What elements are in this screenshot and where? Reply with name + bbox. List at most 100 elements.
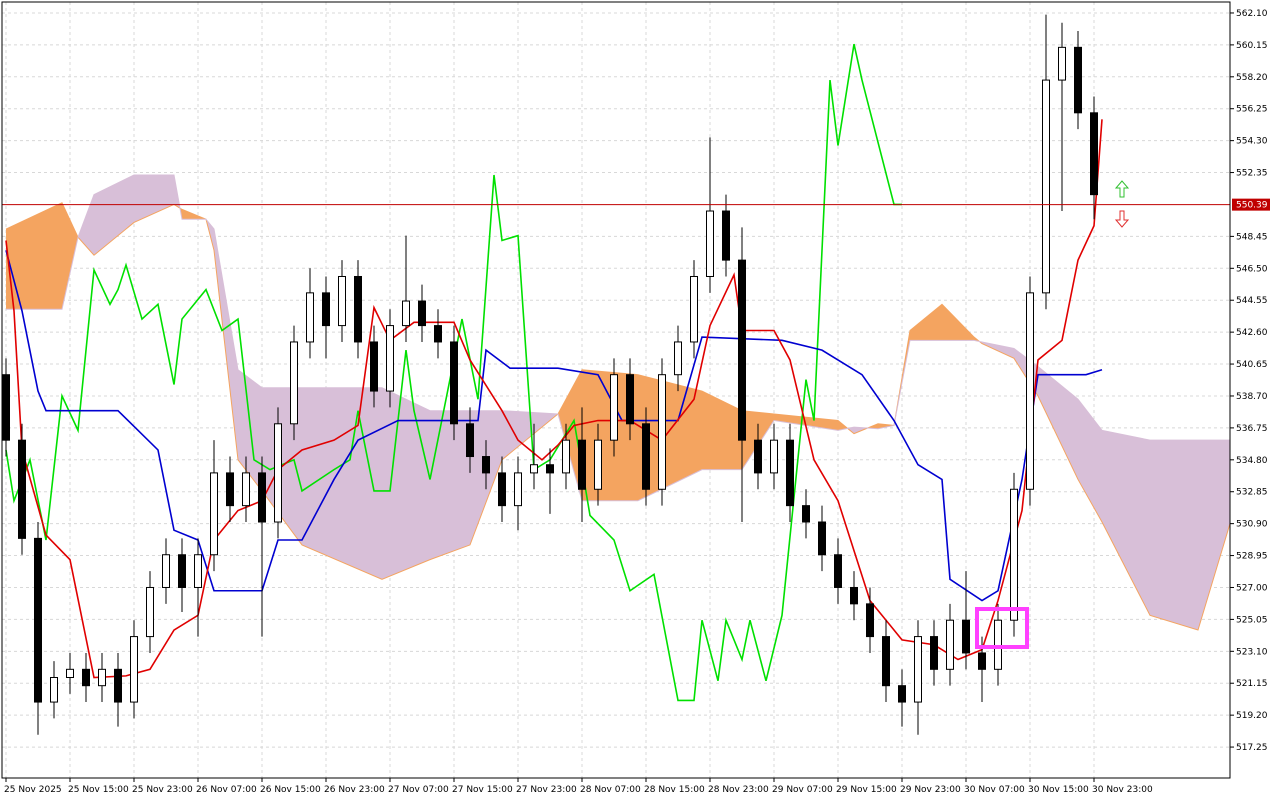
- x-tick-label: 29 Nov 07:00: [772, 785, 833, 795]
- x-tick-label: 26 Nov 15:00: [260, 785, 321, 795]
- y-tick-label: 521.15: [1236, 679, 1268, 689]
- candle-body: [418, 300, 426, 327]
- candle-body: [1074, 46, 1082, 114]
- candle-body: [546, 464, 554, 474]
- candle-body: [770, 439, 778, 474]
- cloud-segment: [6, 202, 62, 310]
- candle-body: [194, 554, 202, 588]
- x-tick-label: 27 Nov 15:00: [452, 785, 513, 795]
- y-tick-label: 548.45: [1236, 232, 1268, 242]
- candle-body: [1042, 79, 1050, 294]
- x-tick-label: 27 Nov 07:00: [388, 785, 449, 795]
- candle-body: [658, 374, 666, 490]
- candle-body: [482, 456, 490, 474]
- cloud-segment: [1102, 430, 1150, 616]
- candle-body: [2, 374, 10, 441]
- candle-body: [578, 439, 586, 490]
- x-tick-label: 29 Nov 23:00: [900, 785, 961, 795]
- candle-body: [626, 374, 634, 425]
- down-arrow: [1114, 210, 1130, 228]
- candle-body: [66, 668, 74, 679]
- y-tick-label: 552.35: [1236, 169, 1268, 179]
- candle-body: [914, 636, 922, 703]
- candle-body: [866, 603, 874, 638]
- y-tick-label: 534.80: [1236, 456, 1268, 466]
- candle-body: [834, 554, 842, 588]
- candle-body: [258, 472, 266, 523]
- x-tick-label: 28 Nov 07:00: [580, 785, 641, 795]
- overlay: [975, 180, 1130, 649]
- candle-body: [114, 668, 122, 703]
- candle-body: [34, 537, 42, 703]
- price-label: 550.39: [1236, 201, 1268, 211]
- y-tick-label: 558.20: [1236, 73, 1268, 83]
- y-tick-label: 556.25: [1236, 105, 1268, 115]
- candle-body: [210, 472, 218, 556]
- x-tick-label: 30 Nov 15:00: [1028, 785, 1089, 795]
- candle-body: [1090, 112, 1098, 196]
- candle-body: [226, 472, 234, 507]
- candle-body: [530, 464, 538, 474]
- y-tick-label: 560.15: [1236, 41, 1268, 51]
- x-tick-label: 30 Nov 07:00: [964, 785, 1025, 795]
- x-tick-label: 30 Nov 23:00: [1092, 785, 1153, 795]
- candle-body: [754, 439, 762, 474]
- candle-body: [370, 341, 378, 392]
- up-arrow: [1114, 180, 1130, 198]
- y-tick-label: 536.75: [1236, 424, 1268, 434]
- candle-body: [130, 636, 138, 703]
- candle-body: [738, 259, 746, 441]
- candle-body: [674, 341, 682, 376]
- x-tick-label: 25 Nov 15:00: [68, 785, 129, 795]
- candle-body: [434, 325, 442, 343]
- cloud-segment: [558, 369, 582, 501]
- y-tick-label: 554.30: [1236, 137, 1268, 147]
- candle-body: [82, 668, 90, 687]
- cloud-segment: [94, 175, 134, 256]
- candle-body: [978, 652, 986, 670]
- candle-body: [514, 472, 522, 507]
- candle-body: [786, 439, 794, 507]
- cloud-segment: [638, 374, 702, 501]
- cloud-segment: [910, 304, 942, 341]
- candles: [2, 14, 1098, 735]
- x-tick-label: 26 Nov 07:00: [196, 785, 257, 795]
- plot-frame: [1, 1, 1231, 779]
- candle-body: [962, 619, 970, 654]
- candle-body: [306, 292, 314, 343]
- candle-body: [850, 586, 858, 605]
- y-tick-label: 525.05: [1236, 615, 1268, 625]
- y-tick-label: 519.20: [1236, 711, 1268, 721]
- indicator-line: [5, 250, 1103, 602]
- candle-body: [594, 439, 602, 490]
- indicator-line: [5, 43, 902, 702]
- x-tick-label: 28 Nov 23:00: [708, 785, 769, 795]
- candle-body: [562, 439, 570, 474]
- candle-body: [322, 292, 330, 327]
- candle-body: [466, 423, 474, 458]
- candle-body: [354, 275, 362, 343]
- candle-body: [642, 423, 650, 490]
- candle-body: [898, 685, 906, 703]
- candle-body: [882, 636, 890, 687]
- candle-body: [450, 341, 458, 425]
- candle-body: [274, 423, 282, 523]
- y-tick-label: 544.55: [1236, 296, 1268, 306]
- cloud-segment: [702, 391, 742, 470]
- cloud-segment: [134, 175, 174, 223]
- y-tick-label: 538.70: [1236, 392, 1268, 402]
- candle-body: [386, 325, 394, 392]
- candle-body: [994, 619, 1002, 670]
- y-tick-label: 528.95: [1236, 552, 1268, 562]
- candle-body: [498, 472, 506, 507]
- candle-body: [930, 636, 938, 670]
- cloud-segment: [1198, 440, 1230, 631]
- candle-body: [178, 554, 186, 588]
- cloud-segment: [774, 413, 838, 431]
- candle-body: [98, 668, 106, 687]
- candle-body: [946, 619, 954, 670]
- candle-body: [1058, 46, 1066, 81]
- price-label-box: [1232, 198, 1270, 211]
